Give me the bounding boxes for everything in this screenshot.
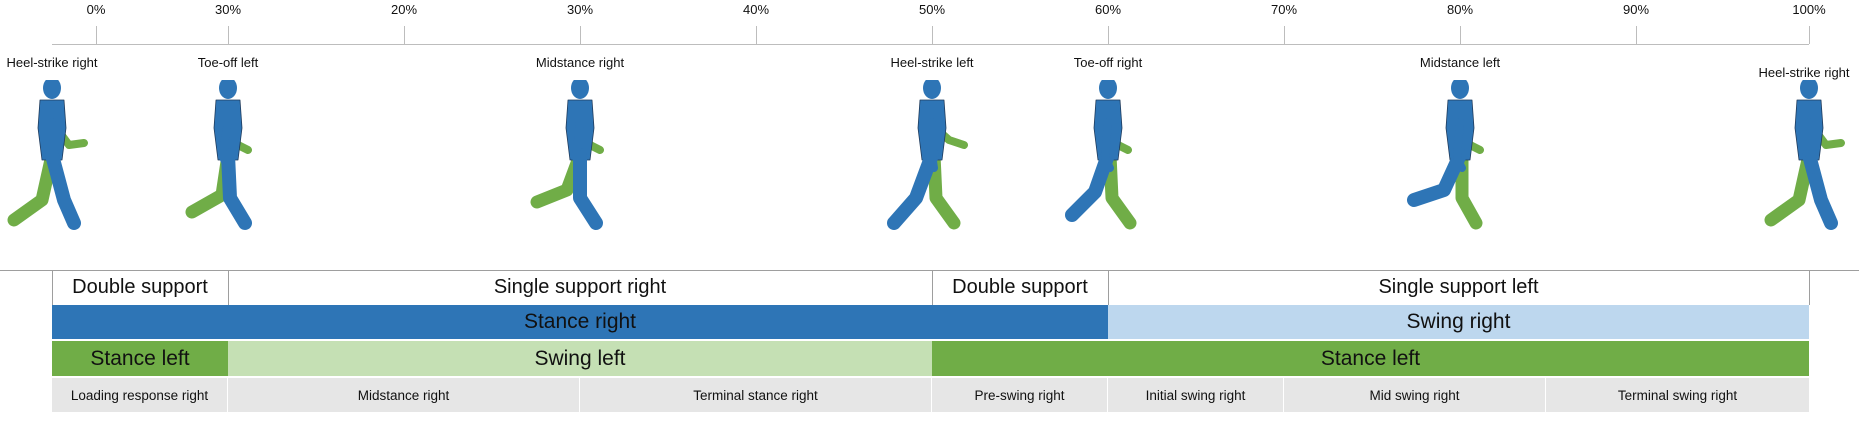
tick-mark [1460,26,1461,44]
phase-initial-swing-right: Initial swing right [1108,378,1284,412]
band-stance-left-2: Stance left [932,341,1809,376]
tick-label: 70% [1270,2,1298,17]
band-stance-right: Stance right [52,305,1108,339]
event-label: Midstance right [535,55,625,70]
tick-mark [756,26,757,44]
event-label: Toe-off left [197,55,259,70]
walking-person-icon [7,80,88,230]
event-label: Heel-strike left [890,55,974,70]
tick-mark [580,26,581,44]
tick-mark [228,26,229,44]
tick-mark [404,26,405,44]
tick-label: 90% [1622,2,1650,17]
tick-mark [932,26,933,44]
percent-scale: 0% 30% 20% 30% 40% 50% 60% 70% 80% 90% 100% [0,0,1859,50]
scale-axis [52,44,1809,45]
tick-label: 30% [566,2,594,17]
tick-label: 20% [390,2,418,17]
phase-divider [1809,270,1810,305]
walking-person-icon [1065,80,1137,230]
tick-label: 0% [86,2,106,17]
tick-mark [1636,26,1637,44]
band-single-support-left: Single support left [1108,272,1809,303]
tick-label: 60% [1094,2,1122,17]
tick-label: 40% [742,2,770,17]
phase-mid-swing-right: Mid swing right [1284,378,1546,412]
walking-person-icon [530,80,604,230]
phase-loading-response-right: Loading response right [52,378,228,412]
walking-person-icon [185,80,252,230]
event-label: Toe-off right [1073,55,1143,70]
ground-line [0,270,1859,271]
phase-terminal-stance-right: Terminal stance right [580,378,932,412]
tick-mark [1284,26,1285,44]
phase-divider [932,270,933,305]
phase-midstance-right: Midstance right [228,378,580,412]
band-swing-left: Swing left [228,341,932,376]
band-stance-left-1: Stance left [52,341,228,376]
event-label: Heel-strike right [1758,65,1850,80]
phase-divider [52,270,53,305]
band-single-support-right: Single support right [228,272,932,303]
phase-terminal-swing-right: Terminal swing right [1546,378,1809,412]
tick-label: 100% [1792,2,1826,17]
walking-person-icon [1407,80,1484,230]
tick-mark [96,26,97,44]
band-swing-right: Swing right [1108,305,1809,339]
phase-divider [1108,270,1109,305]
band-double-support-2: Double support [932,272,1108,303]
walking-person-icon [1764,80,1845,230]
band-double-support-1: Double support [52,272,228,303]
tick-mark [1809,26,1810,44]
tick-mark [1108,26,1109,44]
walking-figures [7,80,1845,230]
walking-person-icon [887,80,968,230]
phase-pre-swing-right: Pre-swing right [932,378,1108,412]
phase-divider [228,270,229,305]
event-label: Heel-strike right [6,55,98,70]
tick-label: 30% [214,2,242,17]
event-label: Midstance left [1419,55,1501,70]
tick-label: 80% [1446,2,1474,17]
tick-label: 50% [918,2,946,17]
